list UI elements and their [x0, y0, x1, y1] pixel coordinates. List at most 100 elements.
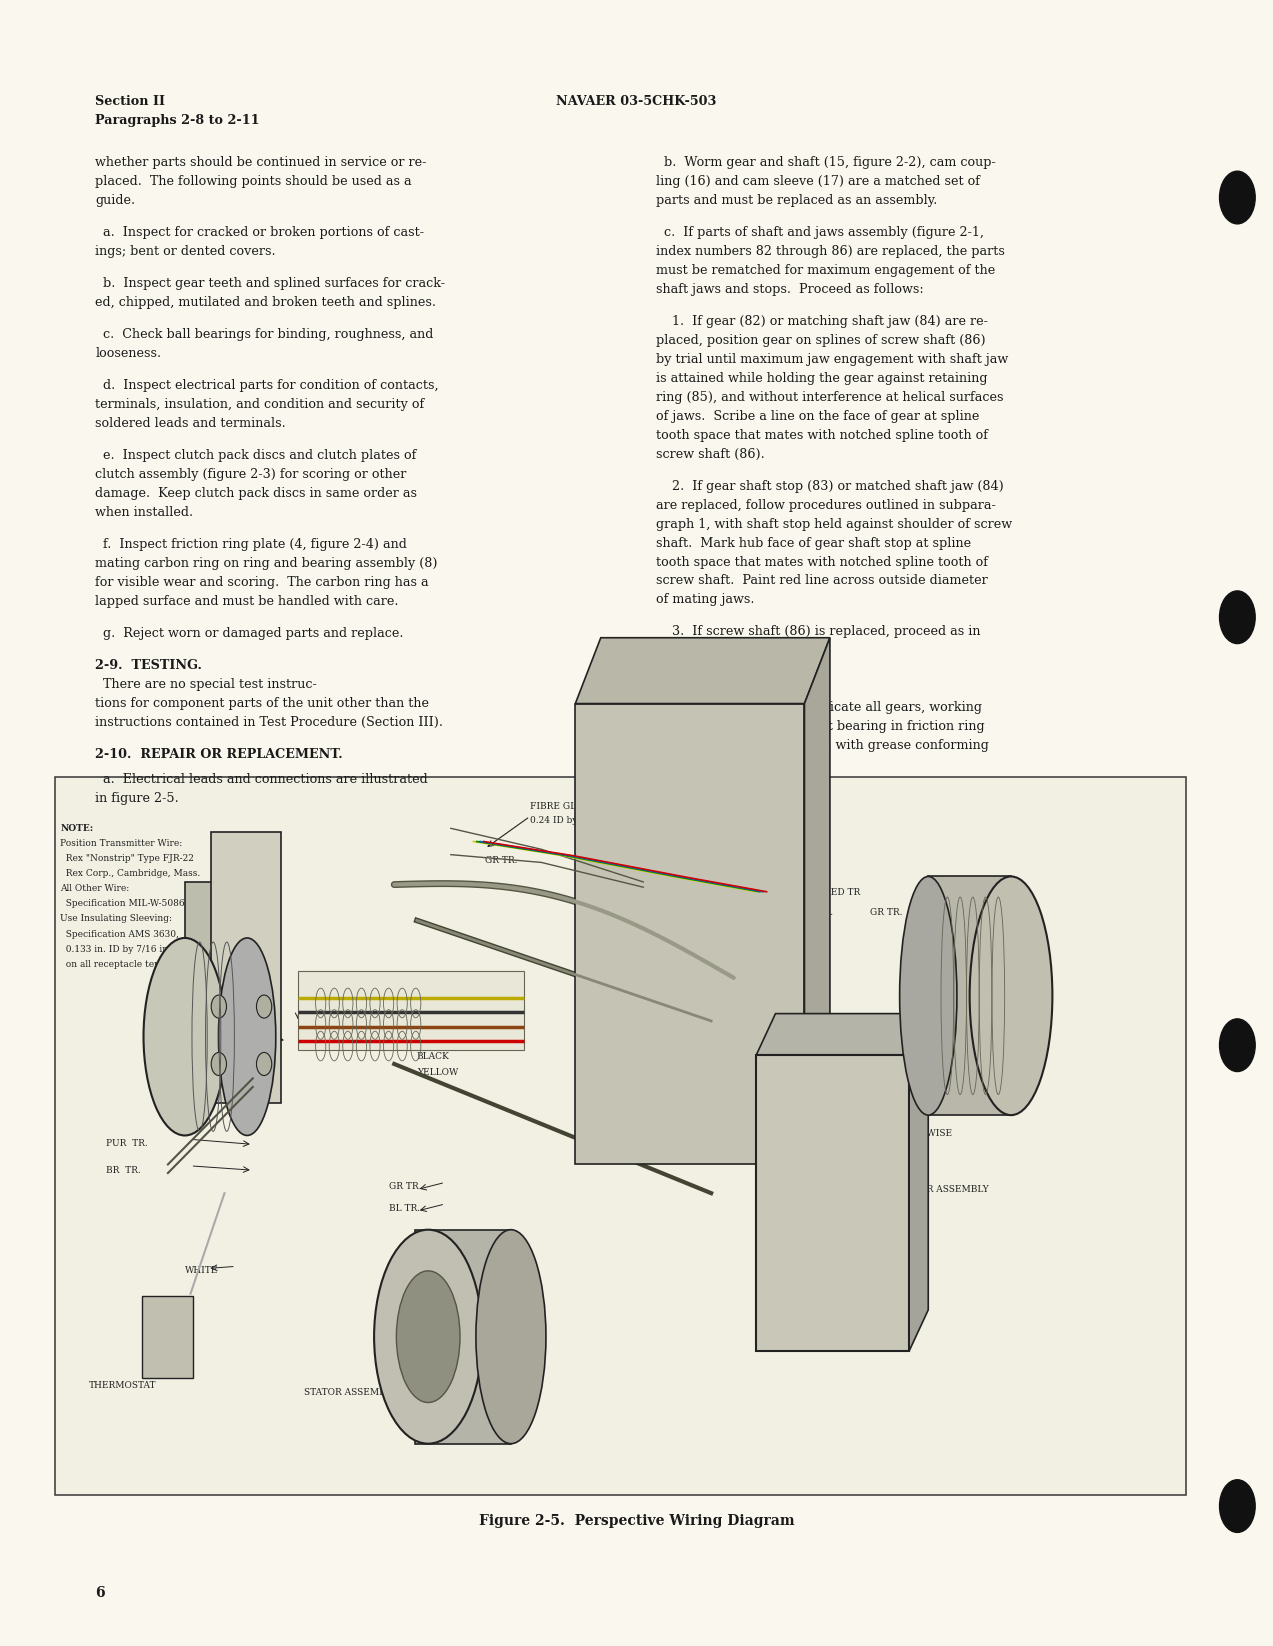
Text: parts and must be replaced as an assembly.: parts and must be replaced as an assembl…: [656, 194, 937, 207]
Text: 2-10.  REPAIR OR REPLACEMENT.: 2-10. REPAIR OR REPLACEMENT.: [95, 747, 344, 760]
Text: damage.  Keep clutch pack discs in same order as: damage. Keep clutch pack discs in same o…: [95, 487, 418, 500]
Text: 1.  If gear (82) or matching shaft jaw (84) are re-: 1. If gear (82) or matching shaft jaw (8…: [656, 314, 988, 328]
Text: g.  Reject worn or damaged parts and replace.: g. Reject worn or damaged parts and repl…: [95, 627, 404, 640]
Text: 3.  If screw shaft (86) is replaced, proceed as in: 3. If screw shaft (86) is replaced, proc…: [656, 625, 980, 639]
Text: looseness.: looseness.: [95, 347, 162, 360]
Text: BEND TERMINALS 90°: BEND TERMINALS 90°: [700, 815, 808, 823]
Text: of mating jaws.: of mating jaws.: [656, 593, 754, 606]
Text: STATOR ASSEMBLY: STATOR ASSEMBLY: [304, 1388, 397, 1397]
Text: BR  TR.: BR TR.: [106, 1165, 140, 1175]
Text: BLACK: BLACK: [416, 1052, 449, 1062]
Text: a.  Prior to assembly, lubricate all gears, working: a. Prior to assembly, lubricate all gear…: [656, 701, 981, 714]
Text: ings; bent or dented covers.: ings; bent or dented covers.: [95, 245, 276, 258]
Ellipse shape: [374, 1230, 482, 1444]
Ellipse shape: [1220, 1480, 1255, 1532]
Text: index numbers 82 through 86) are replaced, the parts: index numbers 82 through 86) are replace…: [656, 245, 1004, 258]
Text: RED TR: RED TR: [825, 889, 861, 897]
Text: a.  Inspect for cracked or broken portions of cast-: a. Inspect for cracked or broken portion…: [95, 226, 424, 239]
Text: FIBRE GLASS SLEEVE: FIBRE GLASS SLEEVE: [530, 802, 636, 811]
Text: terminals, insulation, and condition and security of: terminals, insulation, and condition and…: [95, 398, 425, 412]
Text: placed, position gear on splines of screw shaft (86): placed, position gear on splines of scre…: [656, 334, 985, 347]
Text: All Other Wire:: All Other Wire:: [60, 884, 130, 894]
Bar: [185, 882, 255, 1080]
Ellipse shape: [900, 876, 957, 1114]
Text: instructions contained in Test Procedure (Section III).: instructions contained in Test Procedure…: [95, 716, 443, 729]
Text: 0.133 in. ID by 7/16 in. long: 0.133 in. ID by 7/16 in. long: [60, 945, 195, 953]
Text: Specification AMS 3630,: Specification AMS 3630,: [60, 930, 179, 938]
Text: tions for component parts of the unit other than the: tions for component parts of the unit ot…: [95, 696, 429, 709]
Text: c.  Check ball bearings for binding, roughness, and: c. Check ball bearings for binding, roug…: [95, 328, 434, 341]
Text: whether parts should be continued in service or re-: whether parts should be continued in ser…: [95, 156, 426, 170]
Text: Paragraphs 2-8 to 2-11: Paragraphs 2-8 to 2-11: [95, 115, 260, 127]
Text: b.  Worm gear and shaft (15, figure 2-2), cam coup-: b. Worm gear and shaft (15, figure 2-2),…: [656, 156, 995, 170]
Bar: [575, 703, 805, 1164]
Text: PUR  TR.: PUR TR.: [106, 1139, 148, 1149]
Text: of jaws.  Scribe a line on the face of gear at spline: of jaws. Scribe a line on the face of ge…: [656, 410, 979, 423]
Text: GR TR.: GR TR.: [869, 907, 903, 917]
Ellipse shape: [396, 1271, 460, 1402]
Text: lapped surface and must be handled with care.: lapped surface and must be handled with …: [95, 594, 398, 607]
Text: BL TR.: BL TR.: [388, 1203, 420, 1213]
Text: tooth space that mates with notched spline tooth of: tooth space that mates with notched spli…: [656, 555, 988, 568]
Text: 0.24 ID by 2.00 in. long: 0.24 ID by 2.00 in. long: [530, 816, 638, 825]
Text: COIL ASSEMBLY: COIL ASSEMBLY: [948, 958, 1029, 966]
Ellipse shape: [1220, 591, 1255, 644]
Text: LIMIT SWITCH - C'CLOCKWISE: LIMIT SWITCH - C'CLOCKWISE: [813, 1095, 961, 1103]
Text: graph 1, with shaft stop held against shoulder of screw: graph 1, with shaft stop held against sh…: [656, 517, 1012, 530]
Text: POSITION TRANSMITTER: POSITION TRANSMITTER: [904, 927, 1026, 935]
Text: f.  Inspect friction ring plate (4, figure 2-4) and: f. Inspect friction ring plate (4, figur…: [95, 538, 407, 551]
Ellipse shape: [144, 938, 227, 1136]
Text: screw shaft (86).: screw shaft (86).: [656, 448, 764, 461]
Text: BL TR.: BL TR.: [587, 927, 617, 935]
Text: 2.  If gear shaft stop (83) or matched shaft jaw (84): 2. If gear shaft stop (83) or matched sh…: [656, 479, 1003, 492]
Text: Specification MIL-W-5086.: Specification MIL-W-5086.: [60, 899, 188, 909]
Text: Use Insulating Sleeving:: Use Insulating Sleeving:: [60, 915, 172, 923]
Text: There are no special test instruc-: There are no special test instruc-: [95, 678, 317, 691]
Text: c.  If parts of shaft and jaws assembly (figure 2-1,: c. If parts of shaft and jaws assembly (…: [656, 226, 984, 239]
Text: e.  Inspect clutch pack discs and clutch plates of: e. Inspect clutch pack discs and clutch …: [95, 449, 416, 463]
Text: tooth space that mates with notched spline tooth of: tooth space that mates with notched spli…: [656, 428, 988, 441]
Text: for visible wear and scoring.  The carbon ring has a: for visible wear and scoring. The carbon…: [95, 576, 429, 589]
Text: WHITE: WHITE: [185, 1266, 218, 1276]
Ellipse shape: [256, 1052, 271, 1075]
Text: soldered leads and terminals.: soldered leads and terminals.: [95, 416, 286, 430]
Text: Position Transmitter Wire:: Position Transmitter Wire:: [60, 839, 182, 848]
Text: RECEPTACLE: RECEPTACLE: [151, 984, 215, 994]
Text: ed, chipped, mutilated and broken teeth and splines.: ed, chipped, mutilated and broken teeth …: [95, 296, 437, 309]
Text: THERMOSTAT: THERMOSTAT: [89, 1381, 157, 1391]
Text: GR TR.: GR TR.: [388, 1182, 421, 1192]
Bar: [298, 971, 524, 1050]
Text: subparagraphs 1 and 2.: subparagraphs 1 and 2.: [656, 644, 808, 657]
Text: ring (85), and without interference at helical surfaces: ring (85), and without interference at h…: [656, 390, 1003, 403]
Text: and bearing (8, figure 2-4), with grease conforming: and bearing (8, figure 2-4), with grease…: [656, 739, 988, 752]
Text: clutch assembly (figure 2-3) for scoring or other: clutch assembly (figure 2-3) for scoring…: [95, 467, 407, 481]
Ellipse shape: [1220, 1019, 1255, 1072]
Text: guide.: guide.: [95, 194, 136, 207]
Bar: [211, 831, 281, 1103]
Text: 2-11.  LUBRICATION.: 2-11. LUBRICATION.: [656, 677, 808, 690]
Bar: [756, 1055, 909, 1351]
Bar: [928, 876, 1011, 1114]
Text: d.  Inspect electrical parts for condition of contacts,: d. Inspect electrical parts for conditio…: [95, 379, 439, 392]
Ellipse shape: [970, 876, 1053, 1114]
Text: Rex "Nonstrip" Type FJR-22: Rex "Nonstrip" Type FJR-22: [60, 854, 195, 863]
Text: b.  Inspect gear teeth and splined surfaces for crack-: b. Inspect gear teeth and splined surfac…: [95, 277, 446, 290]
Text: YL TR.: YL TR.: [756, 866, 787, 876]
Text: a.  Electrical leads and connections are illustrated: a. Electrical leads and connections are …: [95, 772, 428, 785]
Text: placed.  The following points should be used as a: placed. The following points should be u…: [95, 176, 412, 188]
Bar: [55, 777, 1186, 1495]
Ellipse shape: [219, 938, 276, 1136]
Text: Rex Corp., Cambridge, Mass.: Rex Corp., Cambridge, Mass.: [60, 869, 201, 877]
Text: shaft jaws and stops.  Proceed as follows:: shaft jaws and stops. Proceed as follows…: [656, 283, 923, 296]
Bar: [415, 1230, 510, 1444]
Text: is attained while holding the gear against retaining: is attained while holding the gear again…: [656, 372, 987, 385]
Text: BROWN: BROWN: [416, 1037, 454, 1045]
Text: must be rematched for maximum engagement of the: must be rematched for maximum engagement…: [656, 263, 994, 277]
Text: YELLOW: YELLOW: [416, 1068, 458, 1076]
Ellipse shape: [1220, 171, 1255, 224]
Polygon shape: [909, 1014, 928, 1351]
Text: BEND CLIP: BEND CLIP: [157, 1032, 210, 1040]
Ellipse shape: [476, 1230, 546, 1444]
Ellipse shape: [211, 996, 227, 1019]
Text: LIMIT SWITCH - CLOCKWISE: LIMIT SWITCH - CLOCKWISE: [813, 1129, 952, 1137]
